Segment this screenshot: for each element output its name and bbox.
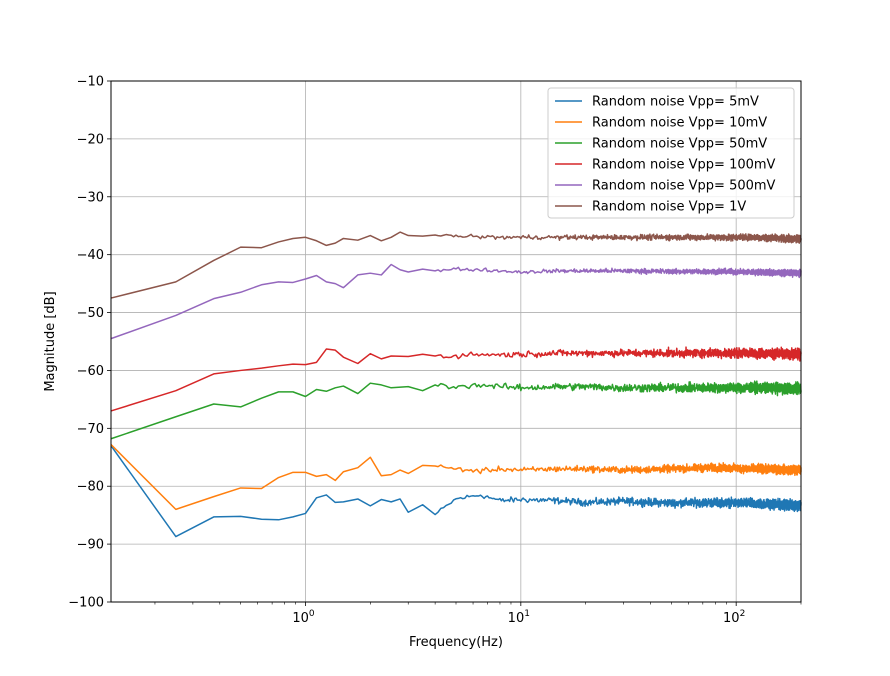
x-tick-label: 102 [723,609,745,626]
y-tick-label: −50 [77,306,104,321]
series-line [110,380,802,440]
y-tick-label: −20 [77,132,104,147]
legend-label: Random noise Vpp= 5mV [592,95,759,110]
series-line [110,445,802,538]
series-line [110,231,802,299]
x-axis-title: Frequency(Hz) [409,635,503,650]
y-tick-label: −100 [68,596,104,611]
legend-label: Random noise Vpp= 500mV [592,179,776,194]
legend-box [547,87,795,219]
y-tick-label: −40 [77,248,104,263]
y-tick-label: −30 [77,190,104,205]
y-axis-title: Magnitude [dB] [43,291,58,391]
legend-label: Random noise Vpp= 100mV [592,158,776,173]
y-tick-label: −90 [77,538,104,553]
axis-ticks: −10 −20 −30 −40 −50 −60 −70 −80 −90 −100 100 101 102 [68,75,802,626]
legend-label: Random noise Vpp= 1V [592,200,746,215]
series-line [110,444,802,511]
y-tick-label: −70 [77,422,104,437]
legend: Random noise Vpp= 5mV Random noise Vpp= 1… [547,87,795,219]
legend-label: Random noise Vpp= 10mV [592,116,767,131]
y-tick-label: −60 [77,364,104,379]
x-tick-label: 100 [292,609,315,626]
legend-label: Random noise Vpp= 50mV [592,137,767,152]
y-tick-label: −80 [77,480,104,495]
y-tick-label: −10 [77,75,104,90]
series-line [110,346,802,412]
series-line [110,263,802,340]
x-tick-label: 101 [508,609,530,626]
series-lines [110,231,802,538]
